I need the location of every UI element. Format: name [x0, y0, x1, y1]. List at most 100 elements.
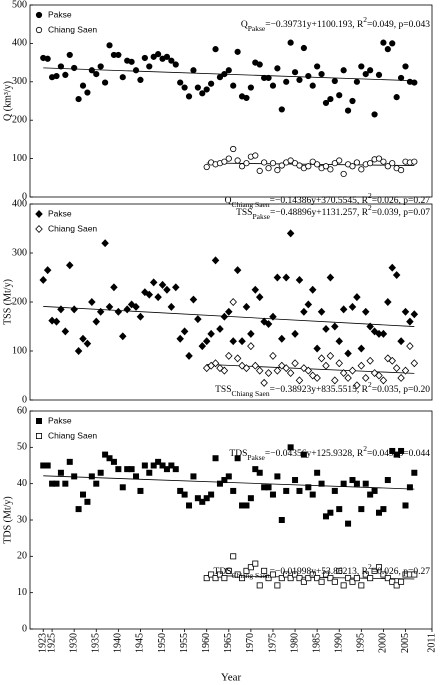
equation-part: 2	[368, 191, 372, 200]
point	[331, 376, 339, 385]
point	[243, 160, 250, 167]
y-tick-label: 400	[12, 38, 27, 49]
point	[180, 327, 189, 336]
point	[202, 337, 211, 346]
equation-part: =−0.04356y+125.9328, R	[265, 449, 364, 459]
point	[282, 364, 290, 373]
point	[380, 158, 387, 165]
x-axis-label: Year	[221, 672, 242, 684]
point	[318, 578, 325, 585]
point	[265, 575, 272, 582]
point	[221, 158, 228, 165]
point	[340, 67, 347, 74]
point	[292, 571, 299, 578]
equation-part: 2	[363, 444, 367, 453]
point	[345, 575, 352, 582]
point	[74, 347, 83, 355]
y-tick-label: 0	[22, 191, 27, 202]
point	[225, 473, 232, 480]
point	[62, 480, 69, 487]
point	[44, 55, 51, 62]
point	[119, 74, 126, 81]
point	[283, 487, 290, 494]
point	[362, 571, 369, 578]
point	[150, 53, 157, 60]
point	[172, 466, 179, 473]
equation-part: 2	[363, 15, 367, 24]
point	[252, 152, 259, 159]
point	[393, 94, 400, 101]
point	[353, 78, 361, 85]
point	[375, 509, 382, 516]
y-tick-label: 10	[17, 587, 27, 598]
point	[327, 509, 334, 516]
point	[283, 78, 290, 85]
point	[243, 502, 250, 509]
point	[123, 305, 131, 314]
point	[353, 381, 361, 390]
point	[318, 71, 325, 78]
point	[349, 477, 356, 484]
point	[88, 473, 95, 480]
point	[318, 480, 325, 487]
point	[181, 84, 188, 91]
equation-part: TDS	[214, 567, 232, 577]
point	[181, 491, 188, 498]
point	[221, 575, 228, 582]
point	[93, 71, 100, 78]
trend-equation: QPakse=−0.39731y+1100.193, R2=0.049, p=0…	[241, 15, 430, 33]
x-tick-label: 2000	[378, 633, 389, 653]
point	[230, 487, 237, 494]
point	[269, 491, 276, 498]
x-tick-label: 1955	[179, 633, 190, 653]
point	[185, 351, 193, 360]
point	[322, 163, 330, 170]
legend-label: Pakse	[48, 415, 72, 425]
legend-label: Pakse	[48, 9, 72, 19]
point	[392, 364, 401, 373]
y-tick-label: 500	[12, 0, 27, 10]
x-tick-label: 1975	[267, 633, 278, 653]
point	[392, 271, 401, 280]
point	[119, 332, 127, 341]
point	[295, 275, 304, 284]
trend-equation: TDSPakse=−0.04356y+125.9328, R2=0.049, p…	[229, 444, 430, 462]
equation-part: Pakse	[252, 212, 270, 221]
point	[362, 480, 369, 487]
point	[314, 63, 321, 70]
point	[358, 63, 365, 70]
point	[102, 451, 109, 458]
x-tick-label: 1935	[91, 633, 102, 653]
point	[168, 462, 175, 469]
point	[137, 487, 144, 494]
point	[133, 473, 140, 480]
point	[300, 451, 307, 458]
point	[70, 305, 78, 314]
point	[287, 157, 294, 164]
point	[71, 473, 78, 480]
point	[339, 369, 348, 378]
point	[411, 79, 418, 86]
point	[389, 40, 396, 47]
point	[115, 466, 122, 473]
point	[136, 312, 145, 321]
point	[247, 84, 254, 91]
point	[304, 366, 313, 375]
point	[190, 67, 197, 74]
point	[313, 373, 321, 382]
x-tick-label: 1995	[356, 633, 367, 653]
point	[389, 160, 396, 167]
legend-marker	[35, 225, 43, 233]
point	[292, 477, 299, 484]
point	[327, 575, 334, 582]
point	[141, 462, 148, 469]
point	[106, 455, 113, 462]
point	[300, 44, 307, 52]
point	[326, 273, 335, 282]
point	[225, 307, 233, 316]
equation-part: =0.026, p=0.27	[372, 567, 430, 577]
point	[348, 366, 357, 375]
point	[199, 90, 206, 97]
point	[115, 51, 122, 59]
x-tick-label: 1985	[311, 633, 322, 653]
